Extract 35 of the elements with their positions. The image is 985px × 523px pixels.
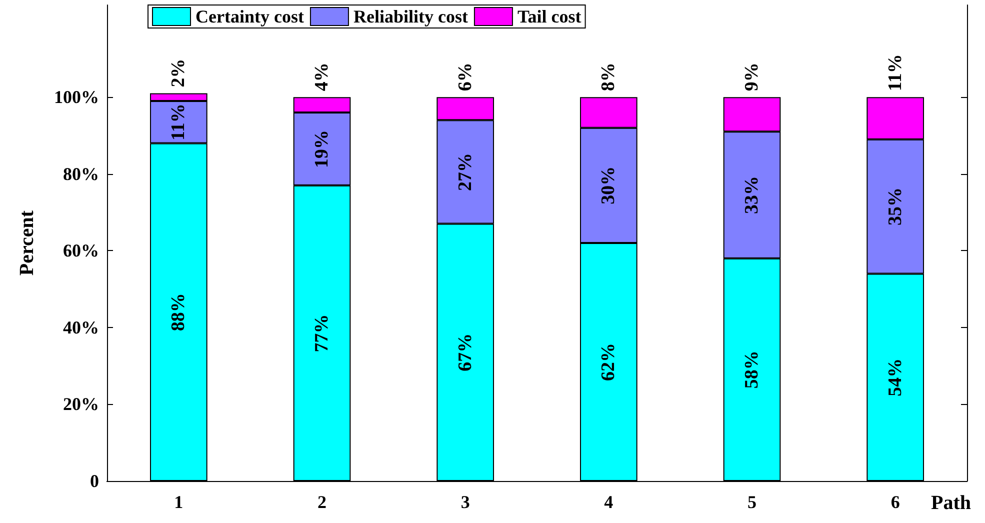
x-tick-label: 5	[748, 492, 756, 512]
x-tick-label: 3	[460, 492, 470, 512]
legend-label: Tail cost	[517, 6, 582, 26]
data-label: 33%	[742, 176, 762, 214]
data-label: 77%	[312, 314, 332, 352]
legend-label: Reliability cost	[353, 6, 468, 26]
data-label: 19%	[312, 130, 332, 168]
data-label: 27%	[454, 152, 476, 191]
data-label: 67%	[454, 333, 476, 372]
y-tick-label: 80%	[63, 164, 99, 184]
y-axis-title: Percent	[16, 210, 38, 276]
data-label: 88%	[168, 293, 190, 332]
data-label: 11%	[168, 104, 190, 141]
x-tick-label: 1	[174, 492, 184, 512]
x-axis-title: Path	[931, 492, 971, 514]
data-label: 6%	[454, 62, 476, 92]
y-tick-label: 0	[90, 471, 99, 491]
x-tick-label: 4	[604, 492, 614, 512]
data-label: 30%	[598, 166, 620, 204]
data-label: 11%	[884, 54, 906, 92]
data-label: 54%	[884, 358, 906, 396]
data-label: 35%	[884, 188, 906, 226]
y-tick-label: 40%	[63, 317, 99, 338]
legend-label: Certainty cost	[196, 6, 304, 26]
data-label: 62%	[598, 343, 620, 381]
data-label: 9%	[742, 62, 762, 92]
y-tick-label: 100%	[54, 87, 99, 108]
data-label: 2%	[168, 58, 190, 88]
x-tick-label: 6	[890, 492, 900, 512]
y-tick-label: 60%	[63, 240, 99, 261]
data-label: 8%	[598, 62, 620, 92]
x-tick-label: 2	[318, 492, 326, 512]
data-label: 4%	[312, 62, 332, 92]
y-tick-label: 20%	[63, 394, 99, 414]
data-label: 58%	[742, 350, 762, 389]
